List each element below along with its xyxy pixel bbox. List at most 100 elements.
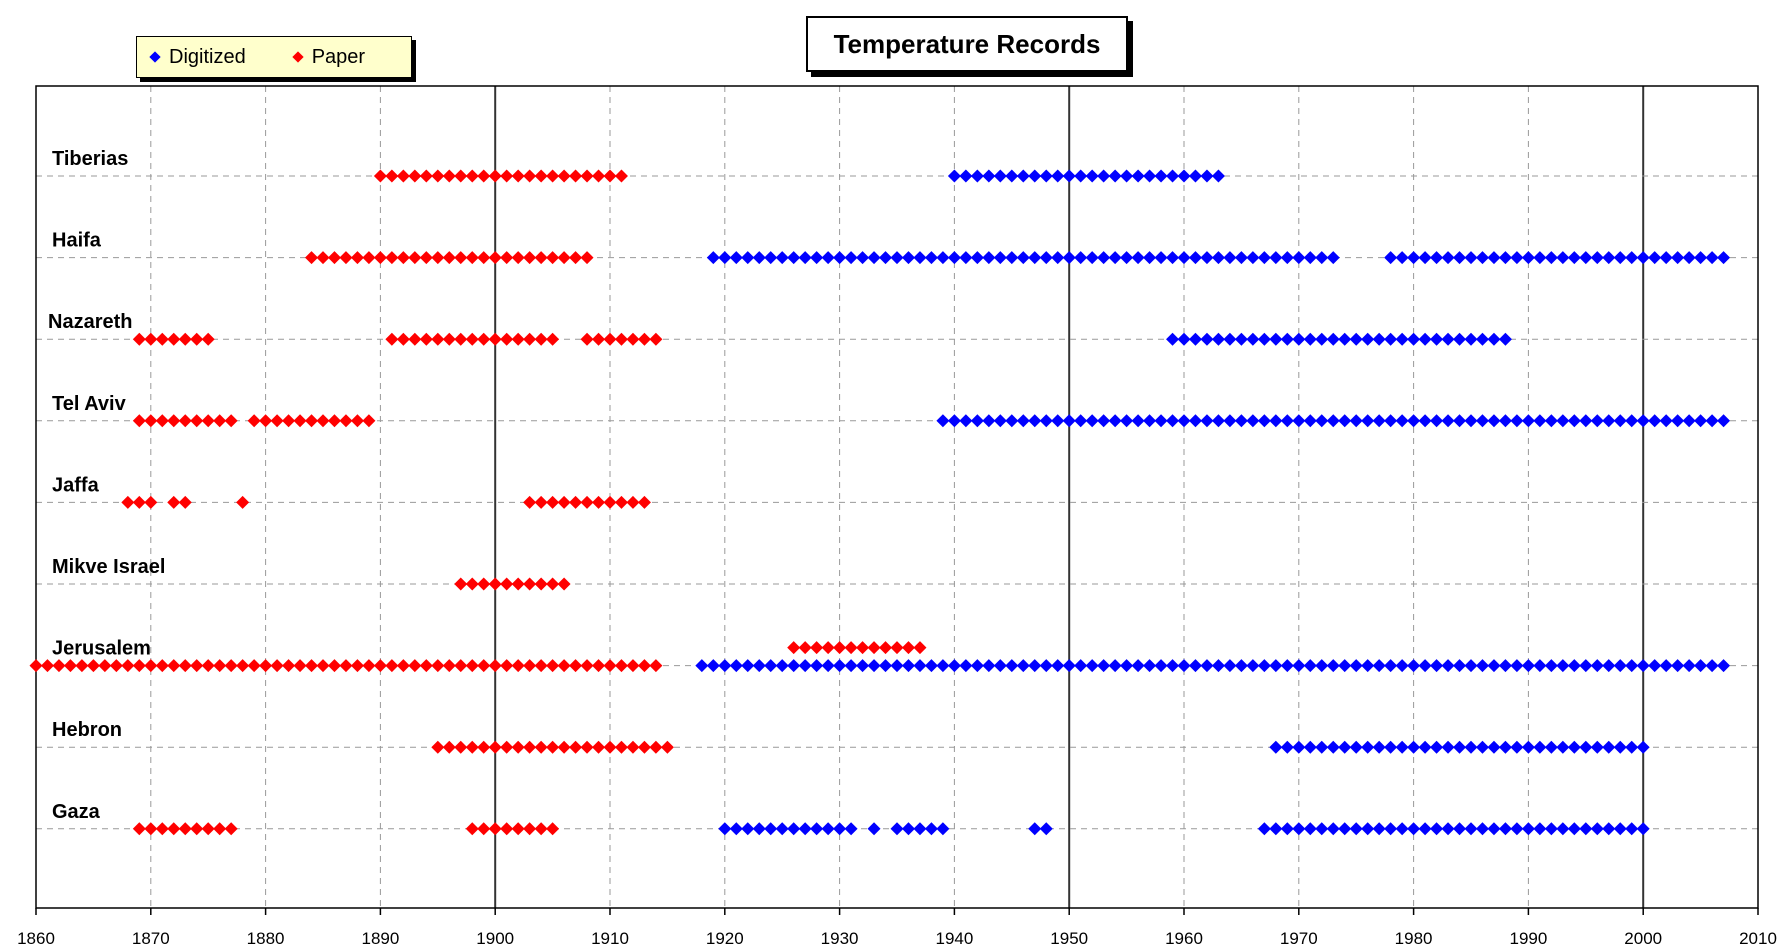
point-0-2-1971 bbox=[1303, 332, 1317, 346]
point-0-8-1998 bbox=[1613, 822, 1627, 836]
point-0-6-1941 bbox=[959, 659, 973, 673]
point-0-1-2002 bbox=[1659, 251, 1673, 265]
point-1-0-1907 bbox=[569, 169, 583, 183]
point-1-6-1926 bbox=[787, 641, 801, 655]
point-0-3-1950 bbox=[1062, 414, 1076, 428]
point-0-2-1977 bbox=[1372, 332, 1386, 346]
point-0-6-1973 bbox=[1326, 659, 1340, 673]
point-1-7-1906 bbox=[557, 740, 571, 754]
point-0-3-1969 bbox=[1280, 414, 1294, 428]
point-1-6-1891 bbox=[385, 659, 399, 673]
point-0-3-2005 bbox=[1694, 414, 1708, 428]
point-1-8-1870 bbox=[144, 822, 158, 836]
legend: Digitized Paper bbox=[136, 36, 412, 78]
point-1-7-1911 bbox=[614, 740, 628, 754]
point-0-7-1969 bbox=[1280, 740, 1294, 754]
point-0-3-1949 bbox=[1051, 414, 1065, 428]
category-label-6: Jerusalem bbox=[52, 638, 151, 660]
point-1-1-1905 bbox=[546, 251, 560, 265]
point-1-6-1895 bbox=[431, 659, 445, 673]
point-0-8-1937 bbox=[913, 822, 927, 836]
point-0-8-1936 bbox=[901, 822, 915, 836]
point-0-7-1989 bbox=[1510, 740, 1524, 754]
point-0-3-1960 bbox=[1177, 414, 1191, 428]
point-0-1-1927 bbox=[798, 251, 812, 265]
point-1-6-1898 bbox=[465, 659, 479, 673]
point-1-5-1904 bbox=[534, 577, 548, 591]
point-1-6-1933 bbox=[867, 641, 881, 655]
point-0-6-1983 bbox=[1441, 659, 1455, 673]
point-1-2-1869 bbox=[132, 332, 146, 346]
point-0-1-2000 bbox=[1636, 251, 1650, 265]
point-0-7-1993 bbox=[1556, 740, 1570, 754]
point-0-6-1952 bbox=[1085, 659, 1099, 673]
point-0-6-1947 bbox=[1028, 659, 1042, 673]
point-1-6-1866 bbox=[98, 659, 112, 673]
point-0-1-1990 bbox=[1521, 251, 1535, 265]
point-0-6-1985 bbox=[1464, 659, 1478, 673]
point-0-8-1971 bbox=[1303, 822, 1317, 836]
point-0-8-1988 bbox=[1498, 822, 1512, 836]
x-tick-label-1890: 1890 bbox=[361, 929, 399, 948]
point-1-3-1883 bbox=[293, 414, 307, 428]
point-0-6-1931 bbox=[844, 659, 858, 673]
point-0-3-1946 bbox=[1016, 414, 1030, 428]
point-0-6-1998 bbox=[1613, 659, 1627, 673]
point-0-0-1947 bbox=[1028, 169, 1042, 183]
point-1-6-1873 bbox=[178, 659, 192, 673]
point-0-2-1961 bbox=[1188, 332, 1202, 346]
point-1-5-1900 bbox=[488, 577, 502, 591]
point-1-6-1871 bbox=[155, 659, 169, 673]
point-0-6-1996 bbox=[1590, 659, 1604, 673]
point-1-6-1912 bbox=[626, 659, 640, 673]
point-0-8-1920 bbox=[718, 822, 732, 836]
category-label-2: Nazareth bbox=[48, 311, 132, 333]
point-1-8-1876 bbox=[213, 822, 227, 836]
x-tick-label-1970: 1970 bbox=[1280, 929, 1318, 948]
point-1-1-1896 bbox=[442, 251, 456, 265]
point-0-8-1948 bbox=[1039, 822, 1053, 836]
point-0-7-1997 bbox=[1602, 740, 1616, 754]
point-1-7-1907 bbox=[569, 740, 583, 754]
point-0-1-1932 bbox=[856, 251, 870, 265]
point-0-8-1982 bbox=[1430, 822, 1444, 836]
point-0-6-1928 bbox=[810, 659, 824, 673]
point-1-0-1910 bbox=[603, 169, 617, 183]
series-1 bbox=[29, 169, 927, 836]
point-1-4-1904 bbox=[534, 495, 548, 509]
point-1-7-1912 bbox=[626, 740, 640, 754]
point-0-1-1984 bbox=[1453, 251, 1467, 265]
point-0-3-1977 bbox=[1372, 414, 1386, 428]
point-1-3-1884 bbox=[305, 414, 319, 428]
point-1-2-1871 bbox=[155, 332, 169, 346]
legend-item-digitized: Digitized bbox=[149, 46, 246, 69]
point-1-7-1897 bbox=[454, 740, 468, 754]
point-0-6-1968 bbox=[1269, 659, 1283, 673]
point-0-1-1985 bbox=[1464, 251, 1478, 265]
point-0-7-1986 bbox=[1475, 740, 1489, 754]
point-0-3-1995 bbox=[1579, 414, 1593, 428]
point-0-6-1990 bbox=[1521, 659, 1535, 673]
point-1-1-1886 bbox=[327, 251, 341, 265]
point-1-2-1911 bbox=[614, 332, 628, 346]
point-0-6-1930 bbox=[833, 659, 847, 673]
point-1-6-1900 bbox=[488, 659, 502, 673]
point-1-4-1908 bbox=[580, 495, 594, 509]
point-0-3-1972 bbox=[1315, 414, 1329, 428]
point-0-3-1992 bbox=[1544, 414, 1558, 428]
point-1-6-1932 bbox=[856, 641, 870, 655]
point-0-3-1957 bbox=[1143, 414, 1157, 428]
point-1-1-1906 bbox=[557, 251, 571, 265]
point-0-1-1943 bbox=[982, 251, 996, 265]
point-1-1-1904 bbox=[534, 251, 548, 265]
point-0-6-1997 bbox=[1602, 659, 1616, 673]
point-0-6-1958 bbox=[1154, 659, 1168, 673]
point-1-4-1873 bbox=[178, 495, 192, 509]
point-1-8-1877 bbox=[224, 822, 238, 836]
data-points bbox=[29, 169, 1731, 836]
point-0-6-1943 bbox=[982, 659, 996, 673]
point-1-1-1889 bbox=[362, 251, 376, 265]
point-0-1-1970 bbox=[1292, 251, 1306, 265]
point-0-8-1931 bbox=[844, 822, 858, 836]
point-1-2-1901 bbox=[500, 332, 514, 346]
